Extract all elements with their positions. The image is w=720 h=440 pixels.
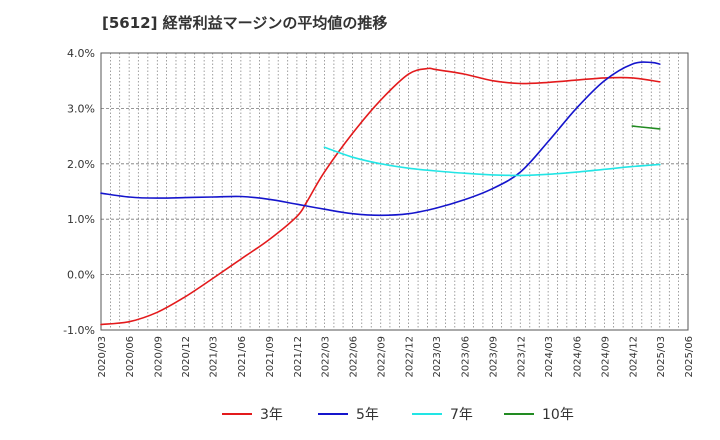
axis-layer: -1.0% 0.0% 1.0% 2.0% 3.0% 4.0% 2020/03 2020/06 2… [63, 47, 695, 378]
series-line-2 [100, 61, 661, 217]
legend-label-2: 5年 [356, 407, 379, 423]
y-tick-label: 1.0% [67, 213, 95, 226]
chart-title: [5612] 経常利益マージンの平均値の推移 [102, 14, 388, 32]
x-tick-label: 2023/12 [516, 336, 527, 378]
legend-label-1: 3年 [260, 407, 283, 423]
x-tick-label: 2023/09 [488, 336, 499, 378]
x-tick-label: 2020/09 [153, 336, 164, 378]
x-tick-label: 2021/03 [209, 336, 220, 378]
x-tick-label: 2022/06 [349, 336, 360, 378]
x-tick-label: 2020/12 [181, 336, 192, 378]
x-tick-label: 2020/03 [97, 336, 108, 378]
series-line-4 [631, 125, 661, 130]
x-tick-label: 2024/03 [544, 336, 555, 378]
y-tick-label: -1.0% [63, 324, 95, 337]
series-layer [100, 61, 661, 326]
y-tick-label: 3.0% [67, 102, 95, 115]
x-tick-label: 2022/03 [320, 336, 331, 378]
series-line-3 [323, 146, 661, 177]
x-tick-label: 2022/09 [377, 336, 388, 378]
legend-label-3: 7年 [450, 407, 473, 423]
x-tick-label: 2023/03 [432, 336, 443, 378]
x-tick-label: 2024/06 [572, 336, 583, 378]
x-tick-label: 2023/06 [460, 336, 471, 378]
x-tick-label: 2025/06 [684, 336, 695, 378]
x-tick-label: 2021/09 [265, 336, 276, 378]
y-tick-label: 2.0% [67, 158, 95, 171]
plot-frame [100, 52, 689, 331]
x-tick-label: 2025/03 [656, 336, 667, 378]
x-tick-label: 2024/12 [628, 336, 639, 378]
y-tick-label: 4.0% [67, 47, 95, 60]
x-tick-label: 2021/06 [237, 336, 248, 378]
x-tick-label: 2022/12 [405, 336, 416, 378]
legend: 3年 5年 7年 10年 [222, 407, 574, 423]
series-line-1 [100, 67, 661, 326]
legend-label-4: 10年 [542, 407, 574, 423]
x-tick-label: 2024/09 [600, 336, 611, 378]
x-tick-label: 2021/12 [293, 336, 304, 378]
x-tick-label: 2020/06 [125, 336, 136, 378]
plot-area [101, 53, 688, 330]
grid-layer [100, 52, 689, 331]
y-tick-label: 0.0% [67, 269, 95, 282]
